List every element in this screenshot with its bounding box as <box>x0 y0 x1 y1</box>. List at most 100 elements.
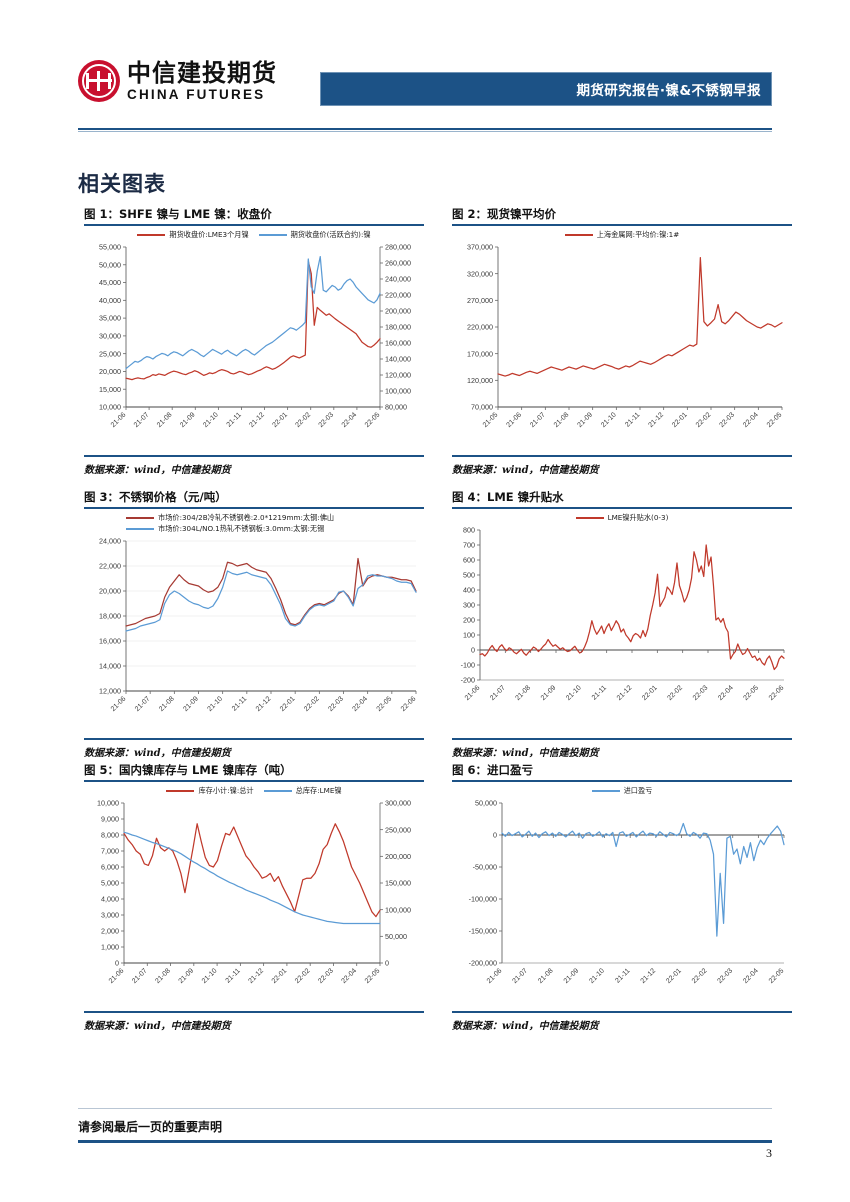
svg-text:21-07: 21-07 <box>529 411 547 429</box>
figure-5-rule <box>84 780 424 782</box>
figure-4-rule <box>452 507 792 509</box>
figure-2: 图 2：现货镍平均价 上海金属网:平均价:镍:1# 70,000 120,000 1… <box>452 206 792 476</box>
svg-text:300: 300 <box>463 601 475 610</box>
figure-1-caption: 图 1：SHFE 镍与 LME 镍：收盘价 <box>84 207 272 221</box>
figure-5-legend: 库存小计:镍:总计 总库存:LME镍 <box>84 786 424 796</box>
svg-text:160,000: 160,000 <box>385 339 411 348</box>
page-header: 中信建投期货 CHINA FUTURES 期货研究报告·镍&不锈钢早报 <box>78 58 772 120</box>
svg-text:21-12: 21-12 <box>255 695 273 713</box>
svg-text:3,000: 3,000 <box>101 911 119 920</box>
figure-2-caption: 图 2：现货镍平均价 <box>452 207 557 221</box>
svg-text:25,000: 25,000 <box>99 349 121 358</box>
svg-text:15,000: 15,000 <box>99 385 121 394</box>
figure-3-legend: 市场价:304/2B冷轧不锈钢卷:2.0*1219mm:太钢:佛山 市场价:30… <box>84 513 424 534</box>
svg-text:22-04: 22-04 <box>717 684 735 702</box>
svg-text:40,000: 40,000 <box>99 296 121 305</box>
figure-5-source-rule <box>84 1011 424 1013</box>
svg-text:21-06: 21-06 <box>464 684 482 702</box>
figure-6-source-rule <box>452 1011 792 1013</box>
svg-text:22-01: 22-01 <box>665 967 683 985</box>
figure-1-rule <box>84 224 424 226</box>
svg-text:7,000: 7,000 <box>101 847 119 856</box>
figure-2-chart: 上海金属网:平均价:镍:1# 70,000 120,000 170,000 220,0… <box>452 226 792 455</box>
figure-6-legend: 进口盈亏 <box>452 786 792 796</box>
svg-text:21-09: 21-09 <box>540 684 558 702</box>
svg-text:280,000: 280,000 <box>385 243 411 252</box>
svg-text:22-02: 22-02 <box>294 967 312 985</box>
legend-swatch-red <box>575 516 604 520</box>
svg-text:100,000: 100,000 <box>385 905 411 914</box>
figure-1-chart: 期货收盘价:LME3个月镍 期货收盘价(活跃合约):镍 10,000 15,000… <box>84 226 424 455</box>
svg-text:21-07: 21-07 <box>511 967 529 985</box>
svg-text:22-06: 22-06 <box>768 684 786 702</box>
svg-text:22-01: 22-01 <box>641 684 659 702</box>
section-title: 相关图表 <box>78 172 166 196</box>
svg-text:140,000: 140,000 <box>385 355 411 364</box>
svg-text:21-09: 21-09 <box>178 967 196 985</box>
svg-text:-100: -100 <box>461 661 475 670</box>
header-title-text: 期货研究报告·镍&不锈钢早报 <box>576 83 761 99</box>
figure-4-source: 数据来源：wind，中信建投期货 <box>452 748 599 759</box>
svg-text:-200: -200 <box>461 676 475 685</box>
svg-text:21-06: 21-06 <box>108 967 126 985</box>
figure-5-chart: 库存小计:镍:总计 总库存:LME镍 0 1,000 2,000 3,000 4,000… <box>84 782 424 1011</box>
svg-text:22-02: 22-02 <box>295 411 313 429</box>
legend-swatch-red <box>166 789 195 793</box>
svg-text:22-03: 22-03 <box>317 967 335 985</box>
svg-text:35,000: 35,000 <box>99 314 121 323</box>
svg-text:600: 600 <box>463 556 475 565</box>
svg-text:22-01: 22-01 <box>671 411 689 429</box>
svg-text:21-08: 21-08 <box>154 967 172 985</box>
figure-6: 图 6：进口盈亏 进口盈亏 -200,000 -150,000 -100,000 -5… <box>452 762 792 1032</box>
svg-text:100: 100 <box>463 631 475 640</box>
figure-4-caption: 图 4：LME 镍升贴水 <box>452 490 564 504</box>
svg-text:220,000: 220,000 <box>467 323 493 332</box>
svg-text:-150,000: -150,000 <box>469 927 497 936</box>
figure-4-chart: LME镍升贴水(0-3) -200 -100 0 100 200 300 400 500 600… <box>452 509 792 738</box>
svg-text:21-09: 21-09 <box>182 695 200 713</box>
svg-text:24,000: 24,000 <box>99 537 121 546</box>
svg-text:21-08: 21-08 <box>156 411 174 429</box>
svg-text:200: 200 <box>463 616 475 625</box>
legend-item: LME镍升贴水(0-3) <box>575 513 668 523</box>
header-divider <box>78 128 772 130</box>
figure-2-source: 数据来源：wind，中信建投期货 <box>452 465 599 476</box>
legend-label: 期货收盘价:LME3个月镍 <box>169 230 249 239</box>
svg-text:270,000: 270,000 <box>467 296 493 305</box>
legend-swatch-blue <box>258 233 287 237</box>
svg-text:150,000: 150,000 <box>385 879 411 888</box>
svg-text:21-09: 21-09 <box>563 967 581 985</box>
figure-4: 图 4：LME 镍升贴水 LME镍升贴水(0-3) -200 -100 0 100 20… <box>452 489 792 759</box>
figure-6-caption: 图 6：进口盈亏 <box>452 763 534 777</box>
svg-text:21-10: 21-10 <box>600 411 618 429</box>
svg-text:4,000: 4,000 <box>101 895 119 904</box>
logo-mark-icon <box>78 60 120 102</box>
svg-text:-200,000: -200,000 <box>469 959 497 968</box>
figure-3-source: 数据来源：wind，中信建投期货 <box>84 748 231 759</box>
svg-text:21-08: 21-08 <box>514 684 532 702</box>
legend-label: 总库存:LME镍 <box>295 786 342 795</box>
svg-text:22-03: 22-03 <box>692 684 710 702</box>
svg-text:22-05: 22-05 <box>364 967 382 985</box>
legend-label: 进口盈亏 <box>623 786 653 795</box>
svg-text:22-04: 22-04 <box>341 967 359 985</box>
svg-text:22-03: 22-03 <box>318 411 336 429</box>
svg-text:45,000: 45,000 <box>99 278 121 287</box>
figure-5-source: 数据来源：wind，中信建投期货 <box>84 1021 231 1032</box>
svg-text:260,000: 260,000 <box>385 259 411 268</box>
svg-text:9,000: 9,000 <box>101 815 119 824</box>
figure-1: 图 1：SHFE 镍与 LME 镍：收盘价 期货收盘价:LME3个月镍 期货收盘… <box>84 206 424 476</box>
figure-5: 图 5：国内镍库存与 LME 镍库存（吨） 库存小计:镍:总计 总库存:LME镍… <box>84 762 424 1032</box>
svg-text:21-08: 21-08 <box>537 967 555 985</box>
header-divider-light <box>78 131 772 132</box>
svg-text:21-12: 21-12 <box>640 967 658 985</box>
svg-text:240,000: 240,000 <box>385 275 411 284</box>
figure-3-rule <box>84 507 424 509</box>
legend-swatch-red <box>564 233 593 237</box>
figure-2-legend: 上海金属网:平均价:镍:1# <box>452 230 792 240</box>
svg-text:14,000: 14,000 <box>99 662 121 671</box>
svg-text:22-02: 22-02 <box>691 967 709 985</box>
svg-text:21-10: 21-10 <box>588 967 606 985</box>
svg-text:21-07: 21-07 <box>489 684 507 702</box>
svg-text:80,000: 80,000 <box>385 403 407 412</box>
